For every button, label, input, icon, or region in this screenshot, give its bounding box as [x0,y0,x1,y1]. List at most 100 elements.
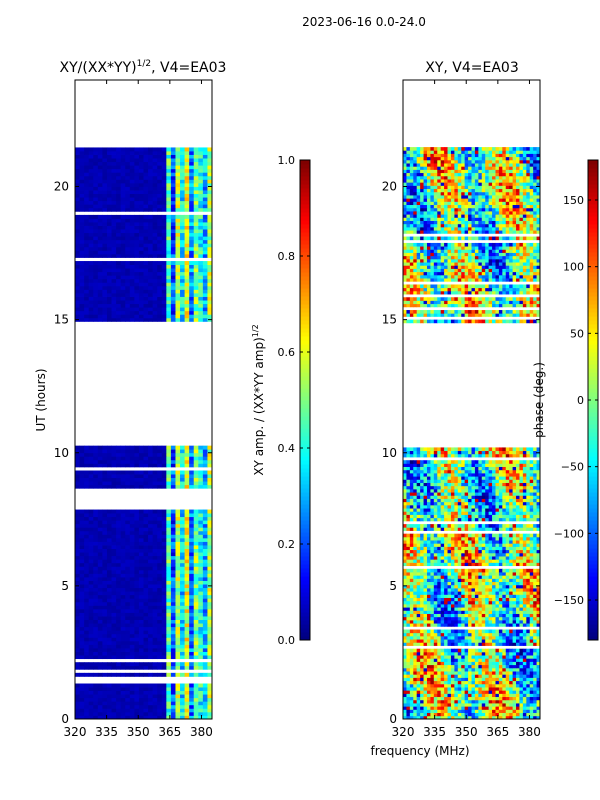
heatmap-cell [134,289,140,294]
heatmap-cell [495,664,500,669]
heatmap-cell [106,633,112,638]
y-tick-label: 5 [61,579,69,593]
heatmap-cell [106,662,112,667]
heatmap-cell [116,445,122,450]
heatmap-cell [102,179,108,184]
heatmap-cell [170,683,176,688]
heatmap-cell [75,186,80,191]
heatmap-cell [88,470,94,475]
heatmap-cell [138,459,144,464]
heatmap-cell [180,307,185,312]
heatmap-cell [138,569,144,574]
heatmap-cell [180,704,185,709]
heatmap-cell [111,530,117,535]
heatmap-cell [129,708,135,713]
heatmap-cell [97,229,103,234]
heatmap-cell [157,665,163,670]
heatmap-cell [75,264,80,269]
heatmap-cell [409,661,414,666]
colorbar-step [300,612,310,617]
heatmap-cell [416,603,421,608]
heatmap-cell [157,463,163,468]
heatmap-cell [420,613,424,618]
heatmap-cell [474,623,479,627]
heatmap-cell [509,703,514,707]
heatmap-cell [152,626,158,631]
colorbar-step [300,488,310,493]
heatmap-cell [102,168,108,173]
heatmap-cell [461,712,466,717]
heatmap-cell [79,555,85,560]
heatmap-cell [84,204,90,209]
heatmap-cell [116,168,122,173]
heatmap-cell [106,307,112,312]
heatmap-cell [97,214,103,219]
heatmap-cell [102,197,108,202]
heatmap-cell [533,616,537,621]
heatmap-cell [93,310,99,315]
heatmap-cell [166,683,172,688]
heatmap-cell [134,530,140,535]
heatmap-cell [454,639,459,643]
heatmap-cell [420,680,424,685]
heatmap-cell [450,664,455,669]
heatmap-cell [516,613,520,618]
heatmap-cell [111,701,117,706]
heatmap-cell [492,693,496,698]
heatmap-cell [161,470,167,475]
heatmap-cell [522,629,527,634]
heatmap-cell [134,168,140,173]
heatmap-cell [106,204,112,209]
heatmap-cell [413,648,418,653]
heatmap-cell [522,642,527,646]
heatmap-cell [143,222,149,226]
heatmap-cell [505,632,510,637]
heatmap-cell [111,587,117,592]
heatmap-cell [161,293,167,297]
heatmap-cell [120,637,126,642]
heatmap-cell [207,587,213,592]
heatmap-cell [533,600,537,605]
heatmap-cell [166,207,172,212]
heatmap-cell [125,594,131,599]
heatmap-cell [84,541,90,546]
heatmap-cell [125,236,131,241]
heatmap-cell [152,708,158,713]
heatmap-cell [416,642,421,646]
heatmap-cell [84,246,90,251]
heatmap-cell [202,459,208,464]
heatmap-cell [129,545,135,549]
heatmap-cell [189,530,195,535]
heatmap-cell [138,591,144,596]
heatmap-cell [84,687,90,691]
heatmap-cell [116,665,122,670]
heatmap-cell [111,459,117,464]
heatmap-cell [198,530,204,535]
heatmap-cell [93,687,99,691]
heatmap-cell [430,632,435,637]
heatmap-cell [498,671,503,675]
heatmap-cell [152,268,158,273]
heatmap-cell [88,530,94,535]
heatmap-cell [413,706,418,710]
heatmap-cell [184,640,190,645]
heatmap-cell [143,541,149,546]
heatmap-cell [207,285,213,290]
heatmap-cell [129,580,135,585]
heatmap-cell [116,555,122,560]
heatmap-cell [481,613,486,618]
heatmap-cell [522,699,527,704]
heatmap-cell [120,222,126,226]
heatmap-cell [207,662,213,667]
colorbar-step [300,608,310,613]
heatmap-cell [478,715,483,720]
colorbar-tick-label: 0.2 [278,538,296,551]
heatmap-cell [125,708,131,713]
heatmap-cell [170,633,176,638]
heatmap-cell [134,619,140,624]
heatmap-cell [106,569,112,574]
heatmap-cell [93,587,99,592]
heatmap-cell [433,658,438,662]
heatmap-cell [180,172,185,177]
heatmap-cell [170,523,176,528]
